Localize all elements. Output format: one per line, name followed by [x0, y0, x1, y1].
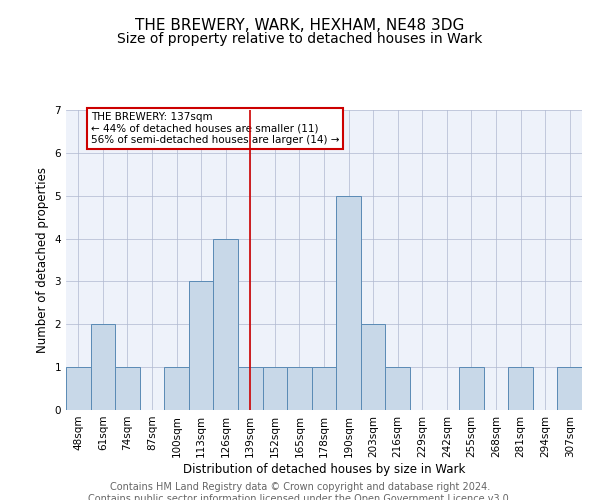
Bar: [508, 367, 533, 410]
Text: Contains HM Land Registry data © Crown copyright and database right 2024.: Contains HM Land Registry data © Crown c…: [110, 482, 490, 492]
Text: THE BREWERY, WARK, HEXHAM, NE48 3DG: THE BREWERY, WARK, HEXHAM, NE48 3DG: [136, 18, 464, 32]
Bar: [263, 367, 287, 410]
Text: Contains public sector information licensed under the Open Government Licence v3: Contains public sector information licen…: [88, 494, 512, 500]
Bar: [115, 367, 140, 410]
Bar: [459, 367, 484, 410]
Bar: [214, 238, 238, 410]
Bar: [385, 367, 410, 410]
Bar: [557, 367, 582, 410]
Bar: [361, 324, 385, 410]
Bar: [336, 196, 361, 410]
Bar: [189, 282, 214, 410]
Y-axis label: Number of detached properties: Number of detached properties: [36, 167, 49, 353]
X-axis label: Distribution of detached houses by size in Wark: Distribution of detached houses by size …: [183, 462, 465, 475]
Bar: [287, 367, 312, 410]
Text: THE BREWERY: 137sqm
← 44% of detached houses are smaller (11)
56% of semi-detach: THE BREWERY: 137sqm ← 44% of detached ho…: [91, 112, 339, 146]
Bar: [91, 324, 115, 410]
Text: Size of property relative to detached houses in Wark: Size of property relative to detached ho…: [118, 32, 482, 46]
Bar: [66, 367, 91, 410]
Bar: [238, 367, 263, 410]
Bar: [164, 367, 189, 410]
Bar: [312, 367, 336, 410]
